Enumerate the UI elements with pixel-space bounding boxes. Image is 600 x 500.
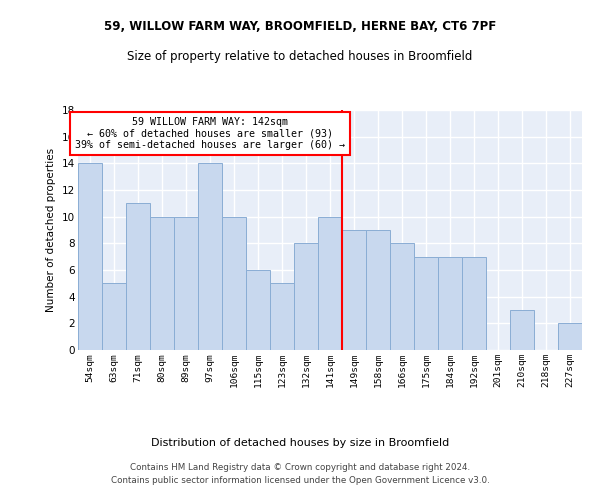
- Bar: [78, 164, 102, 350]
- Bar: [366, 230, 390, 350]
- Bar: [414, 256, 438, 350]
- Text: 59 WILLOW FARM WAY: 142sqm
← 60% of detached houses are smaller (93)
39% of semi: 59 WILLOW FARM WAY: 142sqm ← 60% of deta…: [75, 116, 345, 150]
- Bar: [390, 244, 414, 350]
- Y-axis label: Number of detached properties: Number of detached properties: [46, 148, 56, 312]
- Bar: [294, 244, 318, 350]
- Text: Contains public sector information licensed under the Open Government Licence v3: Contains public sector information licen…: [110, 476, 490, 485]
- Text: Size of property relative to detached houses in Broomfield: Size of property relative to detached ho…: [127, 50, 473, 63]
- Bar: [462, 256, 486, 350]
- Text: Distribution of detached houses by size in Broomfield: Distribution of detached houses by size …: [151, 438, 449, 448]
- Bar: [150, 216, 174, 350]
- Bar: [270, 284, 294, 350]
- Text: 59, WILLOW FARM WAY, BROOMFIELD, HERNE BAY, CT6 7PF: 59, WILLOW FARM WAY, BROOMFIELD, HERNE B…: [104, 20, 496, 33]
- Bar: [246, 270, 270, 350]
- Text: Contains HM Land Registry data © Crown copyright and database right 2024.: Contains HM Land Registry data © Crown c…: [130, 464, 470, 472]
- Bar: [342, 230, 366, 350]
- Bar: [174, 216, 198, 350]
- Bar: [510, 310, 534, 350]
- Bar: [318, 216, 342, 350]
- Bar: [558, 324, 582, 350]
- Bar: [438, 256, 462, 350]
- Bar: [102, 284, 126, 350]
- Bar: [222, 216, 246, 350]
- Bar: [126, 204, 150, 350]
- Bar: [198, 164, 222, 350]
